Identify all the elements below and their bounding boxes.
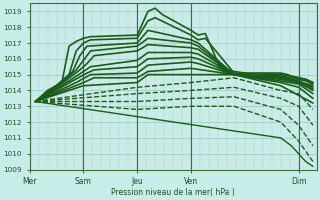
X-axis label: Pression niveau de la mer( hPa ): Pression niveau de la mer( hPa ) — [111, 188, 235, 197]
